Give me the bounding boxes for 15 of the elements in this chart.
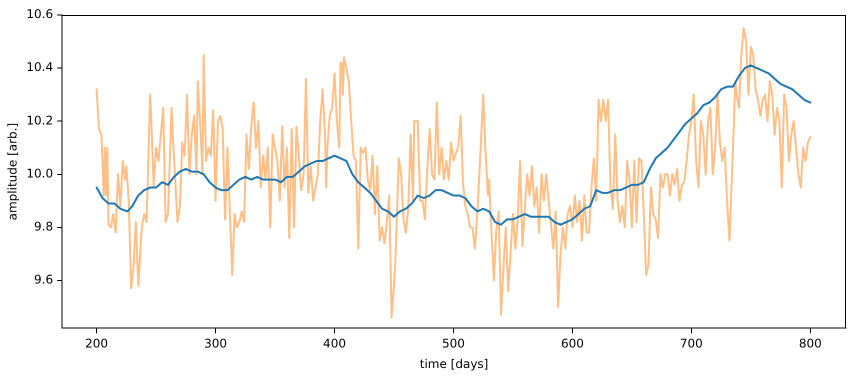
- x-tick-label: 600: [560, 336, 584, 351]
- x-tick-label: 700: [680, 336, 703, 351]
- x-tick-label: 200: [85, 336, 108, 351]
- y-tick-label: 9.8: [34, 219, 54, 234]
- y-tick-label: 9.6: [34, 272, 54, 287]
- x-tick-label: 500: [442, 336, 465, 351]
- y-tick-label: 10.2: [26, 113, 54, 128]
- x-tick-label: 800: [798, 336, 822, 351]
- y-axis-title: amplitude [arb.]: [5, 122, 20, 220]
- x-tick-label: 400: [323, 336, 346, 351]
- y-tick-label: 10.0: [26, 166, 54, 180]
- y-tick-label: 10.6: [26, 7, 54, 22]
- x-axis-title: time [days]: [420, 356, 488, 371]
- y-tick-label: 10.4: [26, 60, 54, 74]
- x-tick-label: 300: [204, 336, 228, 351]
